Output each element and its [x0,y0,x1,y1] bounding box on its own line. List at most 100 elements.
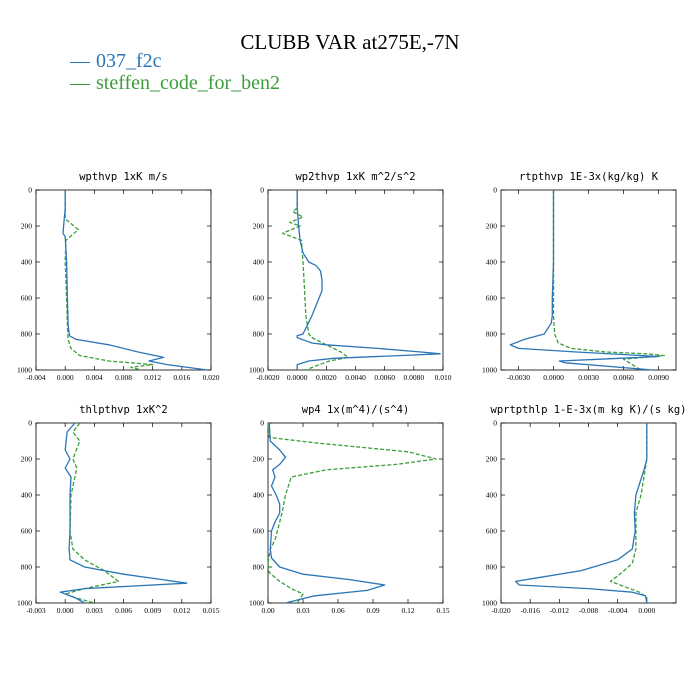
legend-line-dashed-icon: — [70,72,90,94]
plot-frame [267,189,444,371]
y-tick-label: 400 [253,258,265,267]
x-tick-label: 0.06 [331,606,344,615]
x-tick-label: -0.0020 [256,373,279,382]
y-tick-label: 0 [28,419,32,428]
y-tick-label: 800 [486,563,498,572]
legend-line-solid-icon: — [70,50,90,72]
y-tick-label: 600 [21,294,33,303]
plot-frame [35,422,212,604]
subplot-4: thlpthvp 1xK^2 -0.003 0.000 0.003 0.006 0.009… [17,404,220,615]
y-tick-label: 1000 [482,366,497,375]
subplot-title: thlpthvp 1xK^2 [79,404,168,416]
series-line-037_f2c [509,190,660,371]
x-tick-label: 0.12 [401,606,414,615]
y-tick-label: 1000 [249,366,264,375]
x-tick-label: 0.03 [296,606,309,615]
x-tick-label: 0.000 [57,606,74,615]
series-line-steffen_code_for_ben2 [64,422,120,604]
y-tick-label: 1000 [249,599,264,608]
subplot-2: wp2thvp 1xK m^2/s^2 -0.0020 0.0000 0.0020 0.… [249,171,452,382]
subplot-title: rtpthvp 1E-3x(kg/kg) K [519,171,659,183]
plot-frame [500,189,677,371]
x-tick-label: 0.09 [366,606,379,615]
x-tick-label: 0.010 [435,373,452,382]
series-line-037_f2c [514,423,648,604]
x-tick-label: 0.0030 [578,373,599,382]
y-tick-label: 600 [253,294,265,303]
legend-label-2: steffen_code_for_ben2 [96,72,281,94]
y-tick-label: 200 [253,455,265,464]
legend-label-1: 037_f2c [96,50,162,72]
x-tick-label: 0.000 [638,606,655,615]
legend-entry-2: — steffen_code_for_ben2 [70,72,280,95]
plot-frame [500,422,677,604]
y-tick-label: 800 [21,563,33,572]
y-tick-label: 800 [21,330,33,339]
x-tick-label: 0.0000 [287,373,308,382]
y-tick-label: 0 [260,186,264,195]
y-tick-label: 200 [21,222,33,231]
subplot-1: wpthvp 1xK m/s -0.004 0.000 0.004 0.008 0.012… [17,171,220,382]
series-line-037_f2c [62,190,208,371]
x-tick-label: 0.016 [173,373,190,382]
legend-entry-1: — 037_f2c [70,50,162,73]
x-tick-label: 0.009 [144,606,161,615]
x-tick-label: 0.008 [115,373,132,382]
series-line-steffen_code_for_ben2 [552,190,665,371]
y-tick-label: 800 [486,330,498,339]
y-tick-label: 600 [21,527,33,536]
subplot-title: wp2thvp 1xK m^2/s^2 [295,171,415,183]
x-tick-label: 0.00 [261,606,274,615]
y-tick-label: 400 [486,258,498,267]
x-tick-label: 0.006 [115,606,132,615]
x-tick-label: 0.0060 [374,373,395,382]
y-tick-label: 800 [253,330,265,339]
y-tick-label: 200 [486,222,498,231]
y-tick-label: 1000 [17,599,32,608]
y-tick-label: 400 [21,258,33,267]
y-tick-label: 0 [493,186,497,195]
plot-frame [35,189,212,371]
series-line-037_f2c [296,190,441,370]
x-tick-label: -0.020 [491,606,511,615]
x-tick-label: 0.0060 [613,373,634,382]
x-tick-label: -0.004 [26,373,46,382]
x-tick-label: 0.15 [436,606,449,615]
x-tick-label: 0.015 [203,606,220,615]
x-tick-label: 0.003 [86,606,103,615]
subplot-title: wp4 1x(m^4)/(s^4) [302,404,409,416]
x-tick-label: -0.016 [520,606,540,615]
x-tick-label: 0.0090 [648,373,669,382]
y-tick-label: 0 [260,419,264,428]
subplot-title: wpthvp 1xK m/s [79,171,168,183]
y-tick-label: 600 [486,527,498,536]
x-tick-label: 0.020 [203,373,220,382]
x-tick-label: 0.012 [173,606,190,615]
x-tick-label: -0.003 [26,606,46,615]
series-line-steffen_code_for_ben2 [609,423,648,603]
x-tick-label: 0.0000 [543,373,564,382]
y-tick-label: 1000 [482,599,497,608]
x-tick-label: 0.0020 [316,373,337,382]
x-tick-label: -0.004 [608,606,628,615]
y-tick-label: 200 [253,222,265,231]
series-line-steffen_code_for_ben2 [267,422,437,604]
x-tick-label: -0.0030 [507,373,530,382]
y-tick-label: 0 [28,186,32,195]
subplot-3: rtpthvp 1E-3x(kg/kg) K -0.0030 0.0000 0.003… [482,171,677,382]
y-tick-label: 200 [486,455,498,464]
series-line-037_f2c [59,422,188,604]
plot-frame [267,422,444,604]
series-line-037_f2c [268,422,386,604]
series-line-steffen_code_for_ben2 [64,190,154,371]
x-tick-label: -0.012 [550,606,570,615]
y-tick-label: 400 [486,491,498,500]
subplot-6: wprtpthlp 1-E-3x(m kg K)/(s kg) -0.020 -0.… [482,404,686,615]
y-tick-label: 800 [253,563,265,572]
figure-title: CLUBB VAR at275E,-7N [240,30,460,54]
y-tick-label: 600 [253,527,265,536]
y-tick-label: 200 [21,455,33,464]
subplot-title: wprtpthlp 1-E-3x(m kg K)/(s kg) [491,404,687,416]
